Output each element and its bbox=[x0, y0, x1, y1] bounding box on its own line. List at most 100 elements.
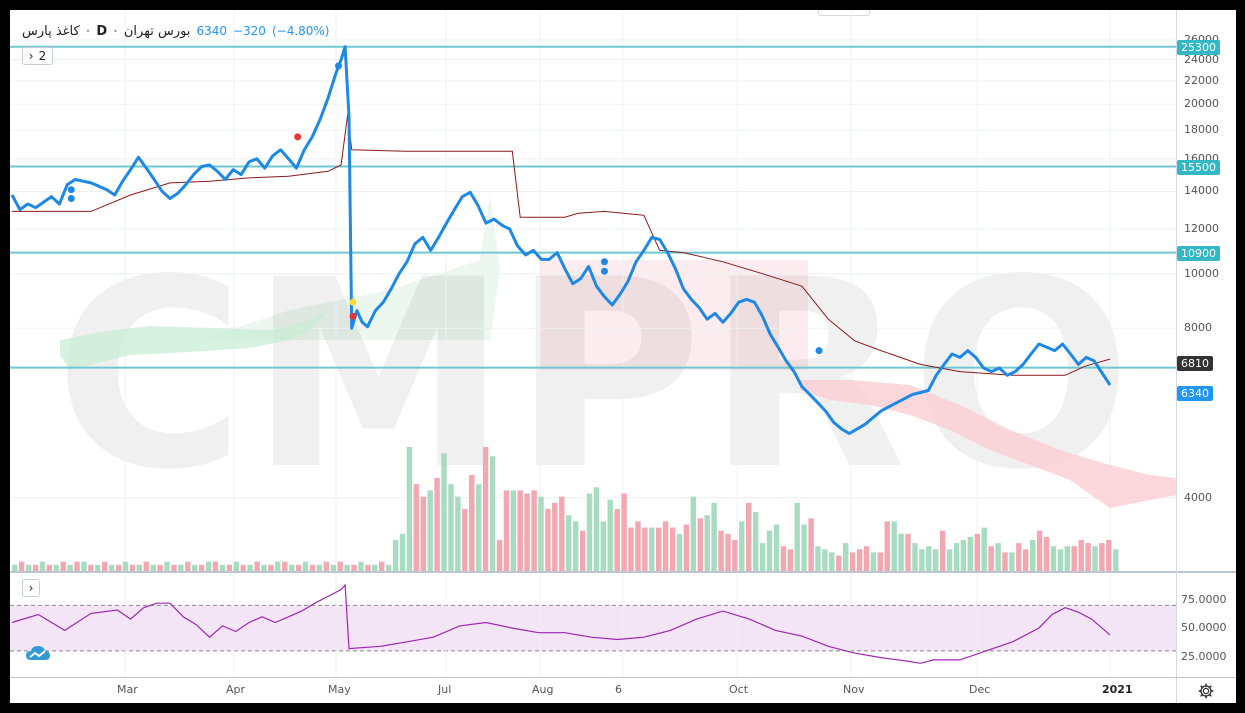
time-axis[interactable]: Mar Apr May Jul Aug 6 Oct Nov Dec 2021 bbox=[10, 678, 1176, 703]
legend-symbol[interactable]: کاغذ پارس bbox=[22, 23, 80, 39]
volume-bar bbox=[794, 502, 800, 571]
volume-bar bbox=[787, 549, 793, 571]
volume-bar bbox=[441, 453, 447, 571]
gear-icon[interactable] bbox=[1198, 683, 1214, 699]
volume-bar bbox=[732, 540, 738, 571]
volume-bar bbox=[1009, 552, 1015, 571]
price-level-tag: 15500 bbox=[1177, 159, 1220, 175]
time-tick-label: Apr bbox=[226, 683, 246, 696]
volume-bar bbox=[690, 496, 696, 571]
signal-marker bbox=[67, 186, 75, 194]
volume-bar bbox=[25, 564, 32, 571]
volume-bar bbox=[185, 561, 191, 571]
volume-bar bbox=[1050, 546, 1057, 571]
volume-bar bbox=[302, 561, 309, 571]
volume-bar bbox=[586, 493, 593, 571]
volume-bar bbox=[801, 524, 807, 571]
rsi-expand-button[interactable]: › bbox=[22, 579, 40, 597]
volume-bar bbox=[572, 521, 579, 571]
chart-legend: کاغذ پارس • D • بورس تهران 6340 −320 (−4… bbox=[22, 21, 330, 41]
volume-bar bbox=[150, 564, 156, 571]
volume-bar bbox=[1023, 549, 1029, 571]
volume-bar bbox=[849, 552, 856, 571]
time-tick-label: Nov bbox=[843, 683, 865, 696]
volume-bar bbox=[1078, 540, 1084, 571]
top-collapse-tab[interactable] bbox=[818, 10, 870, 16]
volume-bar bbox=[870, 552, 877, 571]
indicators-toggle-button[interactable]: › 2 bbox=[22, 47, 53, 65]
time-tick-label: 2021 bbox=[1102, 683, 1133, 696]
volume-bar bbox=[836, 555, 842, 571]
volume-bar bbox=[579, 530, 586, 571]
volume-bar bbox=[953, 543, 960, 571]
legend-change: −320 bbox=[232, 24, 266, 38]
volume-bar bbox=[385, 564, 392, 571]
volume-bar bbox=[510, 490, 516, 571]
cloud-logo-icon[interactable] bbox=[24, 644, 52, 664]
volume-bar bbox=[856, 549, 863, 571]
price-tick-label: 24000 bbox=[1184, 52, 1219, 66]
signal-marker bbox=[335, 62, 343, 70]
volume-bar bbox=[434, 478, 440, 571]
time-tick-label: Dec bbox=[969, 683, 991, 696]
volume-bar bbox=[1064, 546, 1070, 571]
volume-bar bbox=[143, 561, 149, 571]
moving-average-line bbox=[12, 114, 1111, 376]
volume-bar bbox=[365, 564, 371, 571]
volume-bar bbox=[912, 543, 918, 571]
volume-bar bbox=[81, 561, 87, 571]
rsi-pane[interactable]: › bbox=[10, 573, 1176, 677]
rsi-axis[interactable]: 75.0000 50.0000 25.0000 bbox=[1176, 573, 1236, 677]
volume-bar bbox=[351, 564, 357, 571]
time-tick-label: Oct bbox=[729, 683, 749, 696]
volume-bar bbox=[1057, 549, 1064, 571]
signal-marker bbox=[600, 258, 608, 266]
time-tick-label: Jul bbox=[438, 683, 452, 696]
volume-bar bbox=[233, 561, 239, 571]
ichimoku-cloud-bearish bbox=[800, 380, 1176, 508]
volume-bar bbox=[18, 561, 25, 571]
volume-bar bbox=[95, 564, 101, 571]
volume-bar bbox=[247, 564, 253, 571]
legend-last-price: 6340 bbox=[196, 24, 227, 38]
volume-bar bbox=[960, 540, 967, 571]
price-pane[interactable]: CMPRO کاغذ پارس • D • بورس تهران 6340 −3… bbox=[10, 10, 1176, 571]
volume-bar bbox=[753, 512, 759, 571]
signal-marker bbox=[349, 298, 357, 306]
price-chart bbox=[10, 10, 1176, 571]
volume-bar bbox=[600, 521, 606, 571]
rsi-band bbox=[10, 605, 1176, 651]
volume-bar bbox=[115, 564, 122, 571]
volume-bar bbox=[413, 484, 419, 571]
volume-bar bbox=[676, 533, 683, 571]
volume-bar bbox=[122, 561, 129, 571]
volume-bar bbox=[268, 564, 274, 571]
volume-bar bbox=[109, 564, 115, 571]
volume-bar bbox=[39, 561, 46, 571]
volume-bar bbox=[905, 533, 911, 571]
volume-bar bbox=[455, 496, 461, 571]
volume-bar bbox=[863, 546, 870, 571]
volume-bar bbox=[462, 509, 468, 571]
volume-bar bbox=[46, 564, 52, 571]
volume-bar bbox=[399, 533, 406, 571]
pane-separator[interactable] bbox=[10, 571, 1236, 572]
volume-bar bbox=[746, 502, 752, 571]
volume-bar bbox=[392, 540, 399, 571]
price-tick-label: 22000 bbox=[1184, 73, 1219, 87]
volume-bar bbox=[199, 564, 205, 571]
legend-separator: • bbox=[85, 26, 91, 36]
volume-bar bbox=[808, 518, 814, 571]
volume-bar bbox=[766, 530, 773, 571]
volume-bar bbox=[1099, 543, 1105, 571]
volume-bar bbox=[898, 533, 904, 571]
time-tick-label: Aug bbox=[532, 683, 554, 696]
volume-bar bbox=[635, 521, 641, 571]
rsi-tick-label: 75.0000 bbox=[1181, 592, 1227, 606]
price-axis[interactable]: 2600024000220002000018000160001400012000… bbox=[1176, 10, 1236, 571]
volume-bar bbox=[1043, 536, 1050, 571]
volume-bar bbox=[773, 524, 780, 571]
volume-bar bbox=[538, 496, 544, 571]
volume-bar bbox=[1016, 543, 1022, 571]
legend-timeframe[interactable]: D bbox=[96, 23, 108, 39]
